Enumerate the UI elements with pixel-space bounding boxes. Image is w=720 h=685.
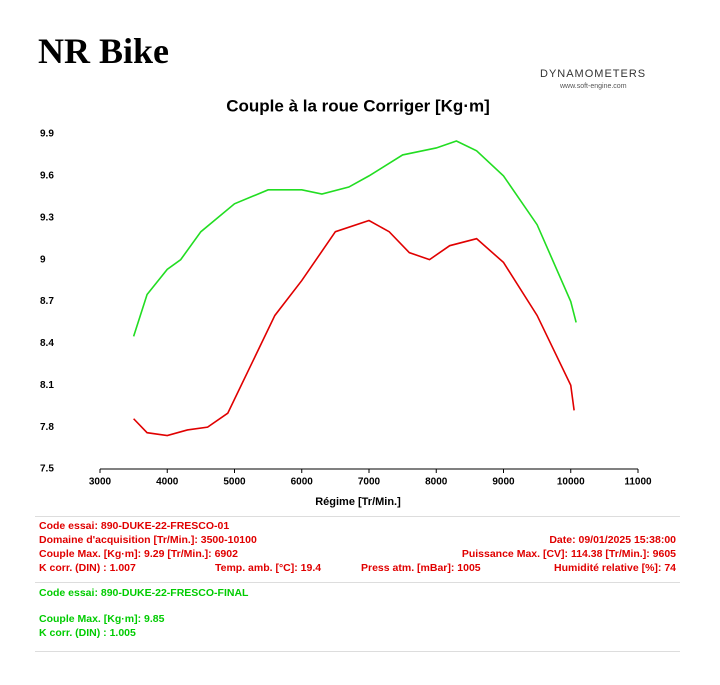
chart-title: Couple à la roue Corriger [Kg·m] [226, 96, 490, 115]
green-panel: Code essai: 890-DUKE-22-FRESCO-FINAL Cou… [35, 582, 680, 652]
y-tick-label: 9.6 [40, 171, 54, 182]
torque: Couple Max. [Kg·m]: 9.85 [39, 613, 165, 625]
code: Code essai: 890-DUKE-22-FRESCO-FINAL [39, 587, 249, 599]
y-tick-label: 7.8 [40, 422, 54, 433]
logo: DYNAMOMETERS [540, 68, 647, 80]
x-tick-label: 9000 [492, 477, 515, 488]
line [133, 219, 575, 437]
brand: NR Bike [38, 31, 170, 71]
x-tick-label: 8000 [425, 477, 448, 488]
y-tick-label: 8.1 [40, 380, 54, 391]
x-tick-label: 4000 [156, 477, 179, 488]
y-tick-label: 7.5 [40, 464, 54, 475]
kcorr: K corr. (DIN) : 1.005 [39, 627, 136, 639]
red-panel: Code essai: 890-DUKE-22-FRESCO-01 Domain… [35, 516, 680, 577]
line [132, 140, 577, 337]
chart: Couple à la roue Corriger [Kg·m] Régime … [40, 96, 652, 508]
x-tick-label: 6000 [291, 477, 314, 488]
website: www.soft-engine.com [560, 83, 627, 90]
press: Press atm. [mBar]: 1005 [361, 562, 481, 574]
x-tick-label: 7000 [358, 477, 381, 488]
y-tick-label: 9 [40, 254, 46, 265]
domain: Domaine d'acquisition [Tr/Min.]: 3500-10… [39, 534, 257, 546]
temp: Temp. amb. [°C]: 19.4 [215, 562, 322, 574]
y-tick-label: 8.4 [40, 338, 54, 349]
kcorr: K corr. (DIN) : 1.007 [39, 562, 136, 574]
x-axis-label: Régime [Tr/Min.] [315, 496, 401, 508]
humidity: Humidité relative [%]: 74 [554, 562, 676, 574]
y-tick-label: 9.3 [40, 212, 54, 223]
power: Puissance Max. [CV]: 114.38 [Tr/Min.]: 9… [461, 548, 676, 560]
date: Date: 09/01/2025 15:38:00 [549, 534, 676, 546]
x-tick-label: 5000 [223, 477, 246, 488]
x-tick-label: 11000 [624, 477, 652, 488]
x-tick-label: 10000 [557, 477, 585, 488]
torque: Couple Max. [Kg·m]: 9.29 [Tr/Min.]: 6902 [39, 548, 238, 560]
x-tick-label: 3000 [89, 477, 112, 488]
y-tick-label: 9.9 [40, 129, 54, 140]
code: Code essai: 890-DUKE-22-FRESCO-01 [39, 520, 230, 532]
y-tick-label: 8.7 [40, 296, 54, 307]
